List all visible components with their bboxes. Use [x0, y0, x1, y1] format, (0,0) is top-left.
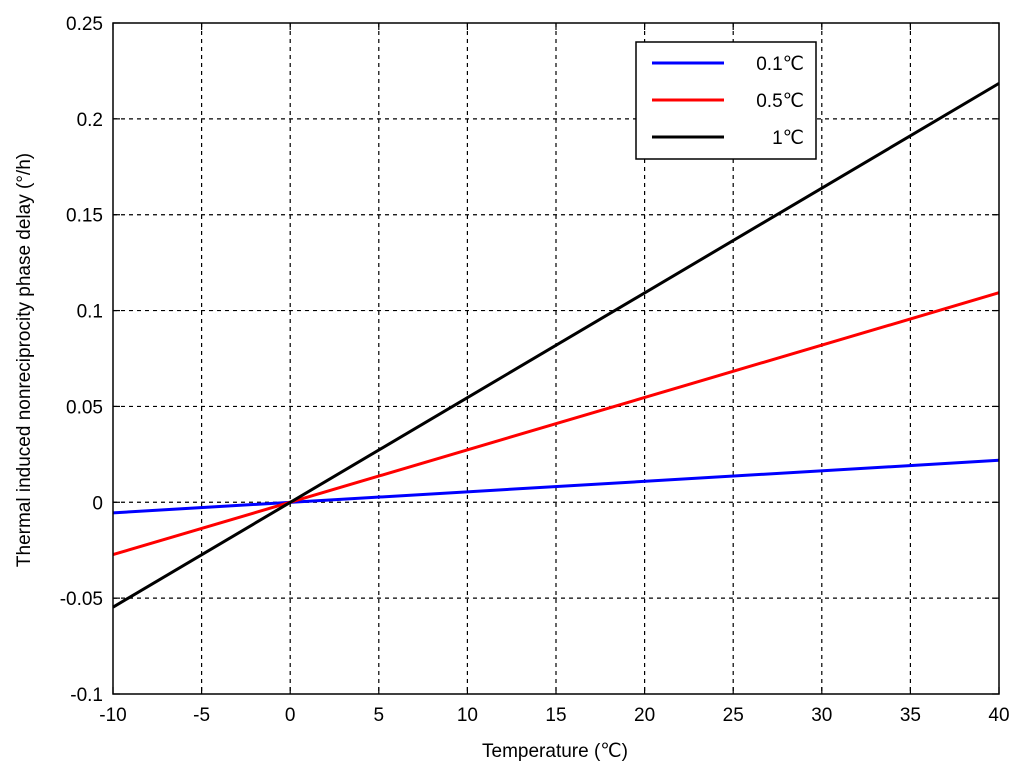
- legend-label: 0.1℃: [756, 54, 804, 75]
- x-tick-label: 25: [723, 705, 744, 726]
- x-tick-label: 35: [900, 705, 921, 726]
- x-tick-label: 5: [374, 705, 385, 726]
- x-axis-ticks: -10 -5 0 5 10 15 20 25 30 35 40: [99, 23, 1010, 726]
- y-tick-label: 0: [92, 493, 103, 514]
- x-tick-label: -5: [193, 705, 210, 726]
- x-tick-label: -10: [99, 705, 126, 726]
- x-tick-label: 10: [457, 705, 478, 726]
- y-axis-label: Thermal induced nonreciprocity phase del…: [14, 153, 35, 567]
- legend-label: 0.5℃: [756, 91, 804, 112]
- y-tick-label: 0.1: [77, 302, 103, 323]
- series-line: [112, 82, 1000, 609]
- y-tick-label: -0.05: [60, 589, 103, 610]
- series-line: [112, 291, 1000, 557]
- legend: 0.1℃ 0.5℃ 1℃: [635, 41, 817, 160]
- legend-label: 1℃: [772, 128, 804, 149]
- y-tick-label: 0.05: [66, 397, 103, 418]
- y-tick-label: -0.1: [70, 685, 103, 706]
- series-lines: [112, 82, 1000, 609]
- x-tick-label: 0: [285, 705, 296, 726]
- y-tick-label: 0.15: [66, 206, 103, 227]
- x-tick-label: 30: [811, 705, 832, 726]
- x-tick-label: 40: [988, 705, 1009, 726]
- series-line: [112, 458, 1000, 515]
- y-tick-label: 0.2: [77, 110, 103, 131]
- x-tick-label: 20: [634, 705, 655, 726]
- y-tick-label: 0.25: [66, 14, 103, 35]
- x-tick-label: 15: [545, 705, 566, 726]
- x-axis-label: Temperature (℃): [482, 741, 628, 762]
- grid-lines: [113, 23, 999, 694]
- y-axis-ticks: -0.1 -0.05 0 0.05 0.1 0.15 0.2 0.25: [60, 14, 999, 706]
